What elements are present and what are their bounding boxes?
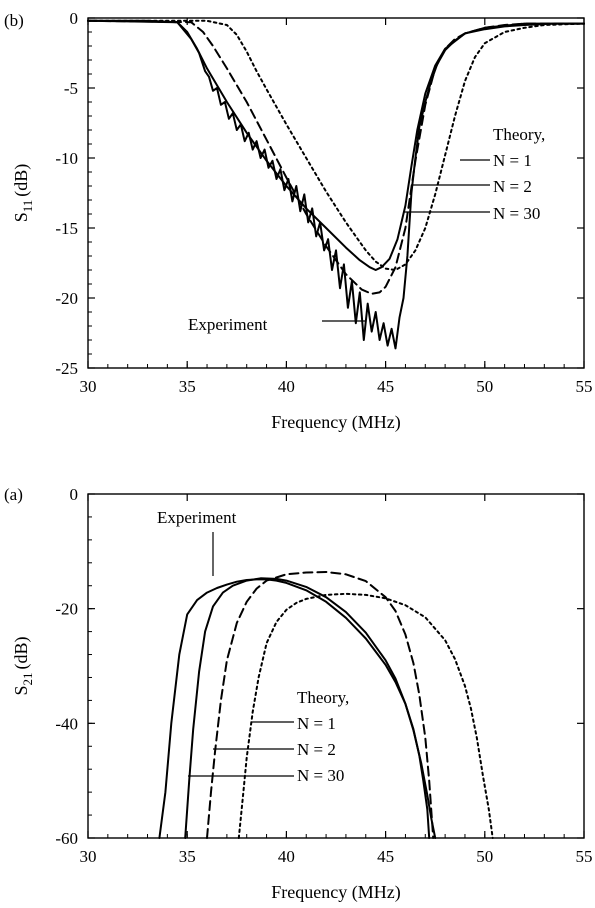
panel-a-y-tick-label: -40 [55, 714, 78, 733]
panel-b-y-tick-label: -20 [55, 289, 78, 308]
panel-a-n30-label: N = 30 [297, 766, 344, 785]
panel-a-y-label-main: S [11, 685, 31, 695]
panel-b-x-tick-label: 55 [576, 377, 593, 396]
panel-b-series-n-30 [87, 19, 585, 271]
panel-a-x-tick-label: 40 [278, 847, 295, 866]
panel-a-y-ticks: 0 -20 -40 -60 [55, 485, 584, 848]
panel-b-curves [87, 19, 585, 350]
panel-a-experiment-label: Experiment [157, 508, 237, 527]
panel-b-y-tick-label: -5 [64, 79, 78, 98]
panel-b-plot-frame [87, 17, 585, 369]
panel-b-y-label-sub: 11 [20, 200, 35, 213]
panel-b-y-tick-label: -10 [55, 149, 78, 168]
panel-a-x-tick-label: 30 [80, 847, 97, 866]
panel-a-series-experiment [158, 578, 431, 839]
panel-a-x-tick-label: 50 [476, 847, 493, 866]
panel-a-y-axis-label: S21 (dB) [11, 636, 35, 695]
panel-b-x-axis-label: Frequency (MHz) [271, 412, 400, 433]
panel-b-x-ticks: 30 35 40 45 50 55 [80, 18, 593, 396]
panel-a-x-tick-label: 55 [576, 847, 593, 866]
panel-a-x-tick-label: 45 [377, 847, 394, 866]
panel-a-label: (a) [4, 485, 23, 504]
panel-a-y-tick-label: -20 [55, 600, 78, 619]
panel-b-n30-label: N = 30 [493, 204, 540, 223]
panel-b-y-label-unit: (dB) [11, 164, 32, 197]
panel-b-y-axis-label: S11 (dB) [11, 164, 35, 223]
panel-b-theory-label: Theory, [493, 125, 545, 144]
panel-b-experiment-label: Experiment [188, 315, 268, 334]
panel-b-n2-label: N = 2 [493, 177, 532, 196]
panel-a-y-tick-label: -60 [55, 829, 78, 848]
panel-a-plot-frame [87, 493, 585, 839]
panel-a-y-tick-label: 0 [70, 485, 79, 504]
panel-b-y-tick-label: 0 [70, 9, 79, 28]
panel-a-series-n-30 [184, 577, 437, 839]
panel-a-n1-label: N = 1 [297, 714, 336, 733]
panel-b-label: (b) [4, 11, 24, 30]
panel-b-y-label-main: S [11, 212, 31, 222]
panel-a-curves [158, 571, 494, 839]
panel-a-x-tick-label: 35 [179, 847, 196, 866]
panel-a-y-label-sub: 21 [20, 672, 35, 685]
panel-b-x-tick-label: 50 [476, 377, 493, 396]
panel-b-y-tick-label: -25 [55, 359, 78, 378]
panel-a-x-axis-label: Frequency (MHz) [271, 882, 400, 903]
panel-b-s11-chart: (b) 0 -5 -10 -15 -20 -25 30 35 40 45 50 55 S11 (dB)… [4, 9, 593, 433]
panel-a-s21-chart: (a) 0 -20 -40 -60 30 35 40 45 50 55 S21 (dB) Freq… [4, 485, 593, 903]
panel-a-x-ticks: 30 35 40 45 50 55 [80, 494, 593, 866]
panel-b-y-tick-label: -15 [55, 219, 78, 238]
panel-b-x-tick-label: 30 [80, 377, 97, 396]
panel-b-x-tick-label: 40 [278, 377, 295, 396]
panel-a-n2-label: N = 2 [297, 740, 336, 759]
panel-a-theory-label: Theory, [297, 688, 349, 707]
panel-b-x-tick-label: 35 [179, 377, 196, 396]
panel-a-series-n-2 [206, 571, 435, 839]
panel-a-y-label-unit: (dB) [11, 636, 32, 669]
panel-b-n1-label: N = 1 [493, 151, 532, 170]
panel-b-series-n-1 [87, 19, 585, 271]
panel-b-x-tick-label: 45 [377, 377, 394, 396]
panel-a-series-n-1 [237, 592, 494, 839]
